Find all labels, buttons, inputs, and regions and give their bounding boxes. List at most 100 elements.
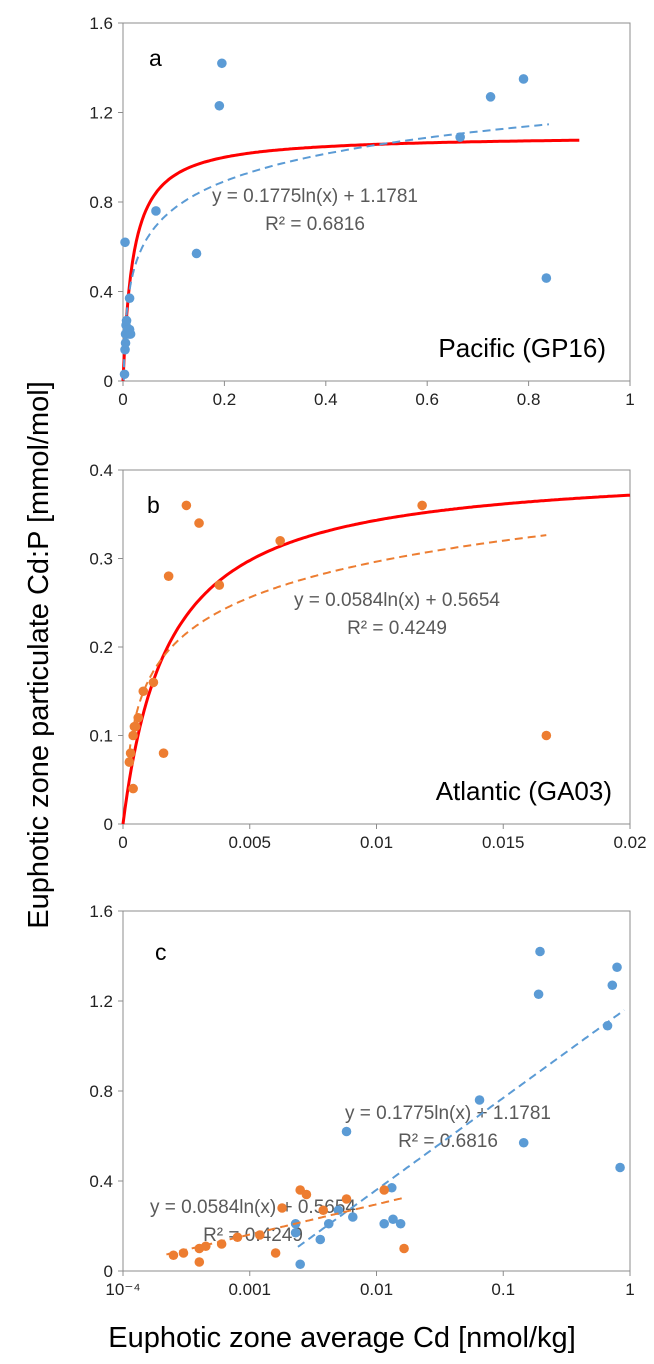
panel-c: c y = 0.1775ln(x) + 1.1781 R² = 0.6816 y…	[89, 902, 634, 1299]
panel-a-data-point	[485, 92, 496, 102]
panel-c-x-tick-label: 10⁻⁴	[105, 1280, 140, 1299]
panel-b-data-point	[124, 757, 135, 767]
panel-b-data-point	[125, 748, 136, 758]
panel-c-atlantic-data-point	[178, 1248, 189, 1258]
panel-a-data-point	[125, 329, 136, 339]
panel-c-y-tick-label: 1.2	[89, 992, 113, 1011]
panel-b-data-point	[163, 571, 174, 581]
panel-a-data-point	[541, 273, 552, 283]
panel-a-data-point	[124, 293, 135, 304]
panel-c-pacific-data-point	[347, 1212, 358, 1222]
panel-a-x-tick-label: 0	[118, 390, 127, 409]
panel-a-x-tick-label: 0.8	[517, 390, 541, 409]
panel-a-x-tick-label: 0.4	[314, 390, 338, 409]
panel-c-atlantic-data-point	[232, 1232, 243, 1243]
panel-a-region-label: Pacific (GP16)	[438, 333, 606, 363]
panel-c-pacific-data-point	[295, 1259, 305, 1270]
panel-b-log-fit-line	[128, 534, 547, 753]
panel-b-x-tick-label: 0	[118, 833, 127, 852]
panel-b-data-point	[214, 580, 225, 590]
panel-c-y-tick-label: 0.8	[89, 1082, 113, 1101]
panel-c-atlantic-data-point	[379, 1185, 389, 1195]
panel-a-data-point	[120, 338, 131, 348]
panel-b-y-tick-label: 0.1	[89, 727, 113, 746]
panel-a-data-point	[120, 237, 130, 248]
panel-b-y-tick-label: 0	[104, 815, 113, 834]
panel-b-letter: b	[147, 492, 160, 518]
panel-b-data-point	[158, 748, 169, 758]
panel-b-x-tick-label: 0.01	[360, 833, 393, 852]
panel-b-data-point	[128, 783, 138, 794]
panel-c-y-tick-label: 0.4	[89, 1172, 113, 1191]
panel-c-pacific-data-point	[388, 1214, 398, 1225]
panel-b-data-point	[181, 500, 192, 511]
panel-c-pacific-data-point	[533, 989, 544, 1000]
panel-a-letter: a	[149, 45, 162, 71]
panel-b-data-point	[541, 730, 552, 741]
panel-c-x-tick-label: 1	[625, 1280, 634, 1299]
panel-c-x-tick-label: 0.01	[360, 1280, 393, 1299]
panel-c-pacific-data-point	[341, 1126, 352, 1137]
panel-a-y-tick-label: 1.2	[89, 104, 113, 123]
panel-c-atlantic-data-point	[341, 1194, 352, 1204]
panel-b-data-point	[130, 721, 141, 732]
panel-a: a Pacific (GP16) y = 0.1775ln(x) + 1.178…	[89, 14, 634, 409]
panel-c-pacific-data-point	[323, 1218, 334, 1229]
panel-c-pacific-data-point	[615, 1162, 625, 1173]
panel-c-atlantic-data-point	[270, 1248, 281, 1258]
panel-a-y-tick-label: 1.6	[89, 14, 113, 33]
panel-c-atlantic-fit-r2: R² = 0.4249	[203, 1225, 303, 1246]
panel-a-y-tick-label: 0	[104, 372, 113, 391]
panel-c-pacific-data-point	[333, 1205, 344, 1216]
panel-b-data-point	[148, 677, 159, 688]
panel-c-pacific-data-point	[315, 1234, 326, 1245]
panel-c-atlantic-data-point	[200, 1241, 211, 1252]
panel-c-x-tick-label: 0.001	[228, 1280, 271, 1299]
panel-c-pacific-data-point	[290, 1227, 301, 1238]
panel-a-data-point	[191, 248, 202, 259]
panel-c-x-tick-label: 0.1	[491, 1280, 515, 1299]
panel-b-y-tick-label: 0.3	[89, 550, 113, 569]
panel-b-data-point	[128, 730, 138, 741]
panel-b-data-point	[194, 518, 204, 528]
panel-b: b Atlantic (GA03) y = 0.0584ln(x) + 0.56…	[89, 461, 646, 852]
panel-b-data-point	[417, 500, 427, 511]
panel-c-atlantic-data-point	[168, 1250, 179, 1261]
panel-c-pacific-data-point	[518, 1137, 529, 1148]
panel-a-data-point	[518, 74, 529, 84]
panel-b-fit-r2: R² = 0.4249	[347, 618, 447, 639]
panel-a-y-tick-label: 0.4	[89, 283, 113, 302]
panel-b-y-tick-label: 0.2	[89, 638, 113, 657]
panel-a-y-tick-label: 0.8	[89, 193, 113, 212]
panel-c-atlantic-data-point	[277, 1203, 287, 1213]
panel-a-fit-r2: R² = 0.6816	[265, 214, 365, 235]
panel-c-atlantic-data-point	[318, 1205, 329, 1216]
panel-c-pacific-data-point	[607, 980, 618, 991]
panel-c-atlantic-data-point	[399, 1243, 409, 1254]
panel-c-pacific-fit-equation: y = 0.1775ln(x) + 1.1781	[345, 1103, 551, 1124]
panel-c-atlantic-data-point	[194, 1257, 205, 1267]
panel-a-x-tick-label: 0.6	[415, 390, 439, 409]
panel-c-pacific-data-point	[612, 962, 622, 973]
panel-b-fit-equation: y = 0.0584ln(x) + 0.5654	[294, 590, 500, 611]
x-axis-label: Euphotic zone average Cd [nmol/kg]	[108, 1322, 576, 1354]
panel-a-fit-equation: y = 0.1775ln(x) + 1.1781	[212, 186, 418, 207]
panel-b-x-tick-label: 0.015	[482, 833, 525, 852]
y-axis-label: Euphotic zone particulate Cd:P [mmol/mol…	[23, 381, 55, 929]
panel-c-pacific-data-point	[379, 1218, 389, 1229]
panel-b-region-label: Atlantic (GA03)	[436, 776, 612, 806]
panel-c-pacific-fit-r2: R² = 0.6816	[398, 1131, 498, 1152]
panel-a-data-point	[151, 206, 161, 216]
panel-a-data-point	[455, 132, 465, 142]
panel-a-model-curve	[121, 138, 580, 382]
panel-b-x-tick-label: 0.005	[228, 833, 271, 852]
panel-a-data-point	[119, 369, 130, 380]
panel-a-data-point	[217, 58, 227, 69]
panel-c-y-tick-label: 1.6	[89, 902, 113, 921]
panel-c-pacific-data-point	[395, 1218, 406, 1229]
panel-b-x-tick-label: 0.02	[613, 833, 646, 852]
panel-c-pacific-fit-line	[297, 1009, 625, 1248]
panel-b-data-point	[138, 686, 149, 697]
panel-c-y-tick-label: 0	[104, 1262, 113, 1281]
